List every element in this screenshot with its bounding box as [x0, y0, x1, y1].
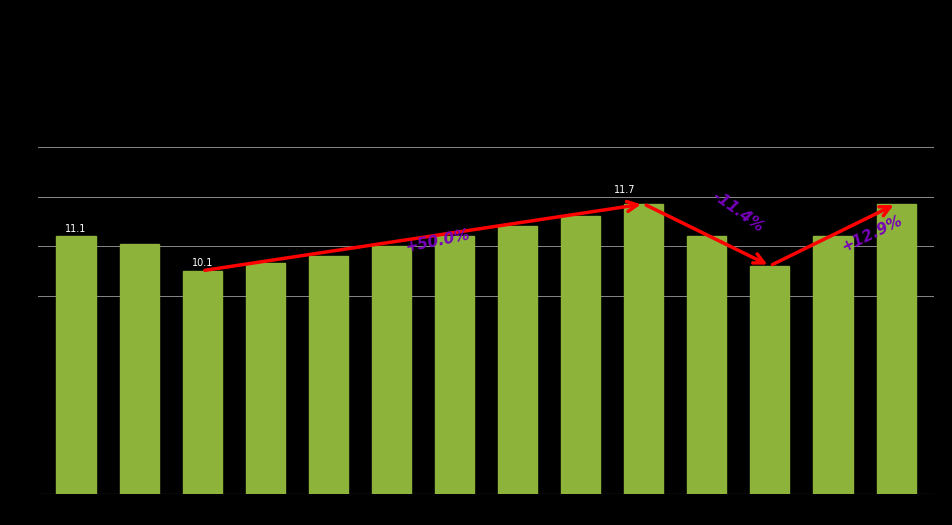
Text: +12.9%: +12.9% — [839, 213, 904, 255]
Bar — [498, 226, 537, 494]
Text: -11.4%: -11.4% — [709, 188, 766, 235]
Bar — [119, 244, 158, 494]
Text: 11.1: 11.1 — [66, 224, 87, 234]
Bar — [813, 236, 852, 493]
Bar — [246, 264, 285, 494]
Bar — [624, 204, 663, 494]
Bar — [434, 236, 473, 493]
Bar — [308, 256, 347, 494]
Bar — [183, 271, 222, 494]
Bar — [371, 246, 410, 494]
Bar — [56, 236, 95, 493]
Bar — [749, 266, 788, 493]
Text: 11.7: 11.7 — [613, 185, 635, 195]
Text: +50.0%: +50.0% — [404, 227, 471, 255]
Bar — [561, 216, 600, 494]
Bar — [686, 236, 725, 493]
Bar — [876, 204, 915, 494]
Text: 10.1: 10.1 — [191, 258, 212, 268]
